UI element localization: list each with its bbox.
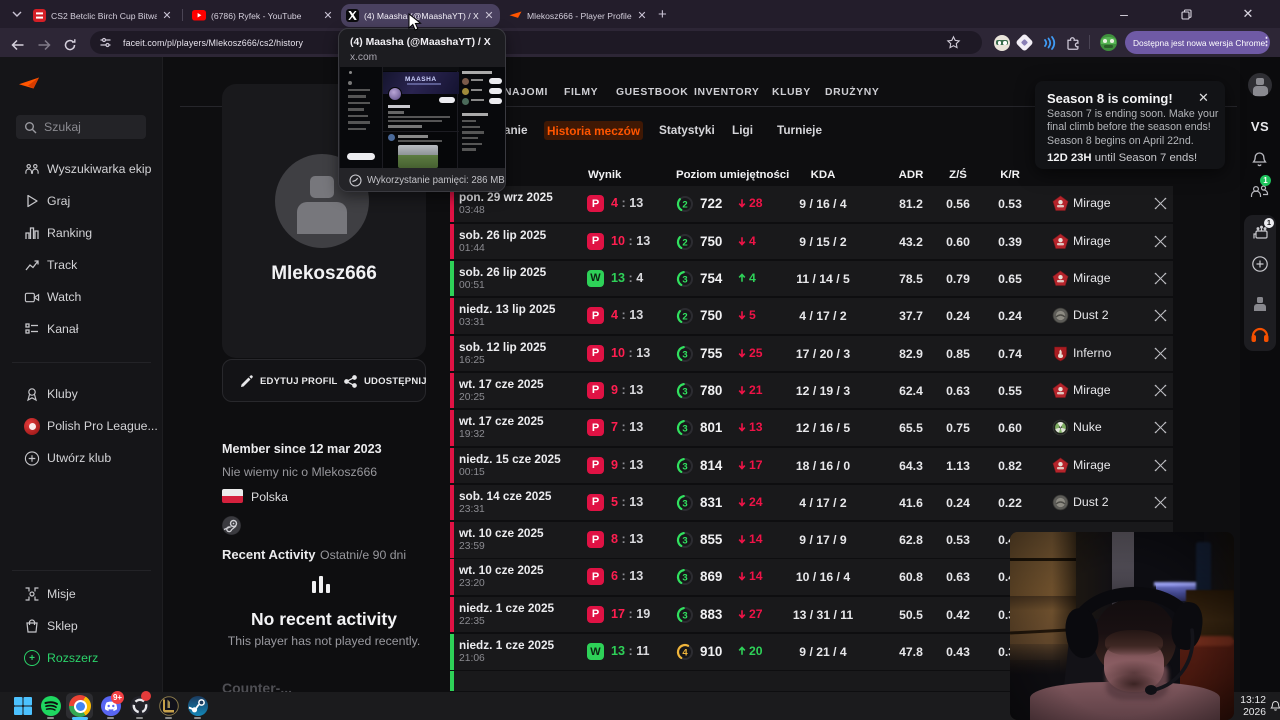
svg-text:3: 3	[682, 423, 687, 434]
svg-text:3: 3	[682, 573, 687, 584]
svg-text:3: 3	[682, 349, 687, 360]
svg-text:3: 3	[682, 610, 687, 621]
svg-text:3: 3	[682, 386, 687, 397]
svg-text:3: 3	[682, 461, 687, 472]
svg-text:2: 2	[682, 311, 687, 322]
svg-text:4: 4	[682, 647, 688, 658]
svg-text:3: 3	[682, 498, 687, 509]
svg-text:2: 2	[682, 200, 687, 211]
svg-text:3: 3	[682, 535, 687, 546]
svg-text:2: 2	[682, 237, 687, 248]
svg-text:3: 3	[682, 274, 687, 285]
